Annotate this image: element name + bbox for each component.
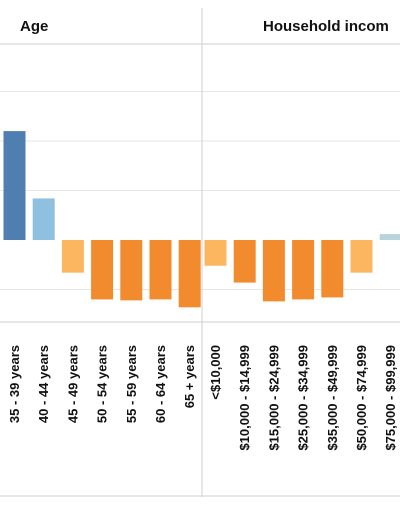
x-tick-label: 65 + years [182,345,197,408]
x-tick-label: 45 - 49 years [65,345,80,423]
bar [32,198,55,240]
bar [233,240,256,283]
x-tick-label: $10,000 - $14,999 [237,345,252,451]
x-tick-label: 35 - 39 years [7,345,22,423]
x-tick-label: $15,000 - $24,999 [266,345,281,451]
bars [3,131,400,308]
bar [3,131,26,240]
x-tick-label: $35,000 - $49,999 [325,345,340,451]
x-tick-label: 55 - 59 years [124,345,139,423]
bar [262,240,285,302]
bar [292,240,315,300]
x-tick-label: 50 - 54 years [95,345,110,423]
bar [178,240,201,308]
bar [120,240,143,301]
bar [61,240,84,273]
age-panel-header: Age [20,18,48,35]
x-tick-label: $75,000 - $99,999 [383,345,398,451]
bar [379,234,400,240]
bar [204,240,227,266]
x-tick-label: 40 - 44 years [36,345,51,423]
x-tick-label: $25,000 - $34,999 [296,345,311,451]
bar [350,240,373,273]
x-tick-label: $50,000 - $74,999 [354,345,369,451]
x-tick-label: <$10,000 [208,345,223,400]
bar [321,240,344,298]
bar [149,240,172,300]
income-panel-header: Household incom [263,18,389,35]
x-tick-label: 60 - 64 years [153,345,168,423]
bar [91,240,114,300]
tick-labels: 35 - 39 years 40 - 44 years 45 - 49 years 5… [7,345,398,451]
chart-frame [0,8,400,497]
